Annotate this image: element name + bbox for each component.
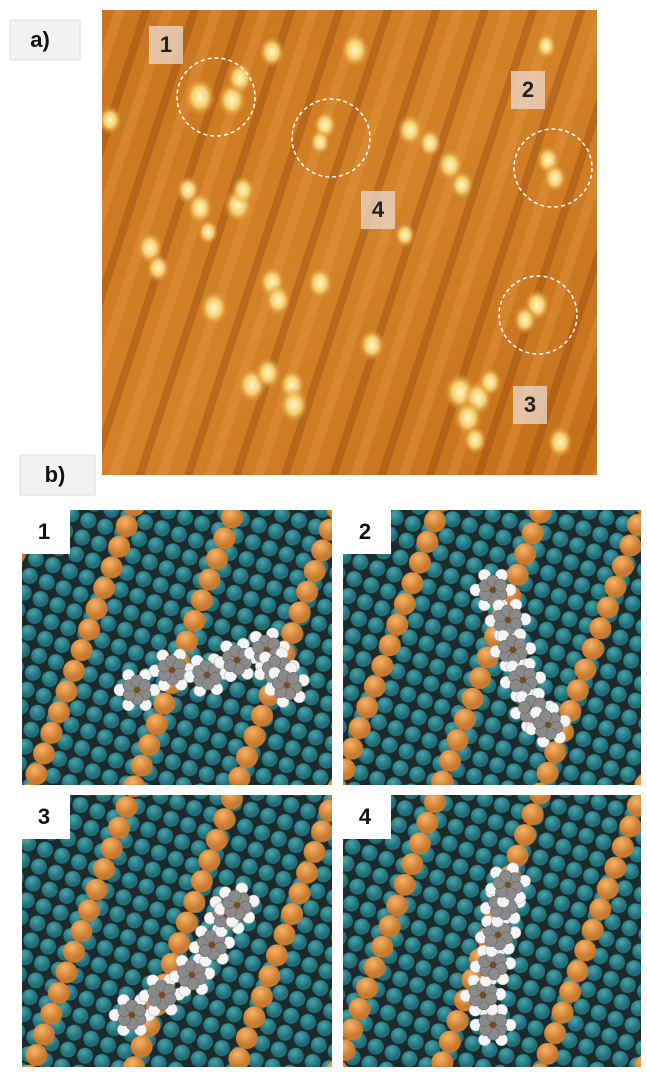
carbon-atom: [224, 660, 236, 672]
carbon-atom: [229, 890, 241, 902]
stm-feature: [231, 176, 254, 205]
center-atom: [129, 1012, 135, 1018]
stm-feature: [418, 129, 441, 158]
carbon-atom: [202, 678, 214, 690]
center-atom: [209, 942, 215, 948]
stm-feature: [227, 62, 253, 94]
carbon-atom: [510, 680, 522, 692]
center-atom: [545, 722, 551, 728]
marker-label: 4: [372, 197, 385, 222]
center-atom: [495, 932, 501, 938]
center-atom: [169, 667, 175, 673]
center-atom: [505, 882, 511, 888]
model-panel: 1: [22, 510, 332, 785]
model-panel: 3: [22, 795, 332, 1067]
stm-feature: [146, 254, 169, 283]
carbon-atom: [199, 945, 211, 957]
stm-feature: [359, 329, 385, 361]
stm-feature: [259, 36, 285, 68]
stm-feature: [543, 164, 566, 193]
center-atom: [234, 902, 240, 908]
marker-label: 1: [160, 32, 172, 57]
center-atom: [520, 677, 526, 683]
stm-feature: [513, 306, 536, 335]
stm-feature: [187, 192, 213, 224]
center-atom: [480, 992, 486, 998]
model-label: 3: [38, 804, 50, 829]
carbon-atom: [495, 579, 507, 591]
carbon-atom: [164, 993, 176, 1005]
model-panel: 4: [343, 795, 641, 1067]
carbon-atom: [540, 710, 552, 722]
marker-label: 2: [522, 77, 534, 102]
stm-feature: [395, 222, 416, 248]
stm-feature: [341, 32, 370, 67]
panel-label: a): [30, 27, 50, 52]
stm-feature: [265, 284, 291, 316]
center-atom: [510, 647, 516, 653]
carbon-atom: [287, 672, 299, 684]
carbon-atom: [134, 1004, 146, 1016]
stm-feature: [280, 387, 309, 422]
carbon-atom: [495, 1014, 507, 1026]
center-atom: [490, 1022, 496, 1028]
stm-feature: [478, 368, 501, 397]
model-label: 4: [359, 804, 372, 829]
center-atom: [505, 617, 511, 623]
stm-feature: [98, 106, 121, 135]
stm-feature: [463, 426, 486, 455]
stm-feature: [547, 426, 573, 458]
center-atom: [204, 672, 210, 678]
center-atom: [134, 687, 140, 693]
carbon-atom: [187, 978, 199, 990]
stm-feature: [255, 357, 281, 389]
center-atom: [284, 682, 290, 688]
carbon-atom: [269, 655, 281, 667]
stm-feature: [184, 78, 215, 116]
center-atom: [159, 992, 165, 998]
panel-label: b): [45, 462, 66, 487]
stm-feature: [310, 129, 331, 155]
center-atom: [234, 657, 240, 663]
model-label: 2: [359, 519, 371, 544]
model-panels: 1 2 3 4: [22, 510, 641, 1067]
center-atom: [490, 962, 496, 968]
marker-label: 3: [524, 392, 536, 417]
model-label: 1: [38, 519, 50, 544]
figure: a) 1 2 3 4 b) 1 2 3 4: [0, 0, 647, 1067]
carbon-atom: [488, 968, 500, 980]
carbon-atom: [510, 618, 522, 630]
stm-feature: [307, 267, 333, 299]
carbon-atom: [139, 679, 151, 691]
stm-feature: [200, 290, 229, 325]
center-atom: [189, 972, 195, 978]
stm-feature: [198, 219, 219, 245]
stm-feature: [450, 171, 473, 200]
carbon-atom: [500, 870, 512, 882]
carbon-atom: [485, 993, 497, 1005]
carbon-atom: [485, 935, 497, 947]
model-panel: 2: [343, 510, 641, 785]
carbon-atom: [252, 641, 264, 653]
center-atom: [490, 587, 496, 593]
carbon-atom: [518, 701, 530, 713]
stm-feature: [536, 33, 557, 59]
